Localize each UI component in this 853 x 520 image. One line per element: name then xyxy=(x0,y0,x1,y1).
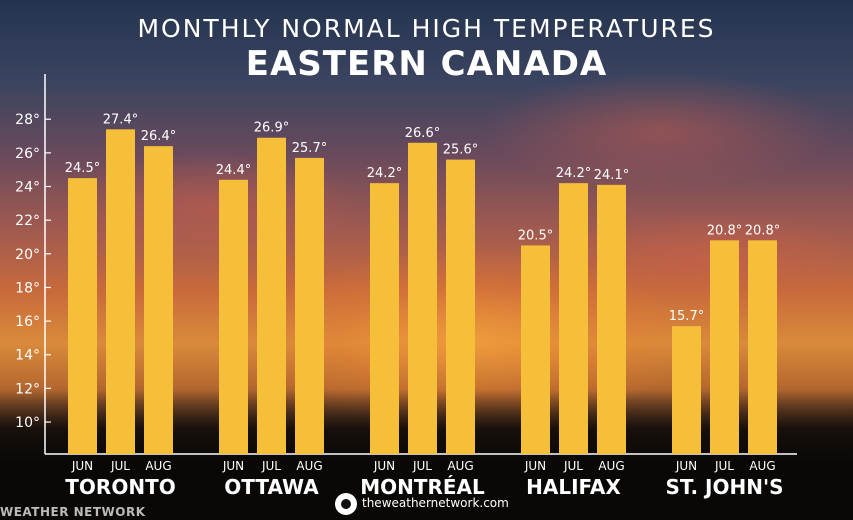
bar-value-label: 20.8° xyxy=(707,223,742,238)
footer-brand: WEATHER NETWORK xyxy=(0,505,146,519)
month-tick-label: AUG xyxy=(447,459,473,473)
y-tick-label: 20° xyxy=(15,247,40,263)
month-tick-label: JUL xyxy=(563,459,583,473)
bar xyxy=(370,183,399,454)
cloud-decoration xyxy=(480,70,840,190)
bar-value-label: 15.7° xyxy=(669,309,704,324)
bar xyxy=(597,184,626,454)
city-label: OTTAWA xyxy=(224,475,319,499)
bar xyxy=(68,178,97,454)
bar xyxy=(219,179,248,455)
bar-value-label: 20.5° xyxy=(518,228,553,243)
month-tick-label: AUG xyxy=(749,459,775,473)
chart-subtitle: EASTERN CANADA xyxy=(245,44,608,84)
bar-value-label: 24.2° xyxy=(367,166,402,181)
month-tick-label: JUL xyxy=(412,459,432,473)
bar-value-label: 20.8° xyxy=(745,223,780,238)
y-tick-label: 24° xyxy=(15,180,40,196)
y-tick-label: 28° xyxy=(15,112,40,128)
month-tick-label: JUL xyxy=(714,459,734,473)
bar-value-label: 24.5° xyxy=(65,161,100,176)
bar xyxy=(672,326,701,454)
city-label: MONTRÉAL xyxy=(360,475,485,499)
y-tick-label: 16° xyxy=(15,314,40,330)
month-tick-label: JUN xyxy=(222,459,244,473)
bar-value-label: 27.4° xyxy=(103,112,138,127)
y-tick-label: 14° xyxy=(15,348,40,364)
bar-value-label: 24.1° xyxy=(594,168,629,183)
y-tick-label: 18° xyxy=(15,280,40,296)
month-tick-label: JUN xyxy=(524,459,546,473)
bar xyxy=(257,137,286,454)
bar-value-label: 26.6° xyxy=(405,126,440,141)
y-tick-label: 12° xyxy=(15,381,40,397)
month-tick-label: JUL xyxy=(261,459,281,473)
bar xyxy=(521,245,550,454)
bar xyxy=(144,146,173,454)
bar xyxy=(446,159,475,454)
bar xyxy=(748,240,777,454)
bar-value-label: 26.4° xyxy=(141,129,176,144)
month-tick-label: JUN xyxy=(71,459,93,473)
city-label: HALIFAX xyxy=(526,475,621,499)
month-tick-label: JUL xyxy=(110,459,130,473)
y-tick-label: 22° xyxy=(15,213,40,229)
city-label: TORONTO xyxy=(65,475,175,499)
month-tick-label: AUG xyxy=(598,459,624,473)
bar-value-label: 24.4° xyxy=(216,163,251,178)
y-tick-label: 26° xyxy=(15,146,40,162)
y-tick-label: 10° xyxy=(15,415,40,431)
bar-value-label: 25.7° xyxy=(292,141,327,156)
bar xyxy=(710,240,739,454)
weather-network-logo-icon xyxy=(335,493,357,515)
city-label: ST. JOHN'S xyxy=(665,475,783,499)
chart-title: MONTHLY NORMAL HIGH TEMPERATURES xyxy=(137,14,716,43)
bar xyxy=(106,129,135,455)
month-tick-label: JUN xyxy=(675,459,697,473)
bar-value-label: 26.9° xyxy=(254,121,289,136)
footer-url: theweathernetwork.com xyxy=(362,496,509,510)
bar-value-label: 24.2° xyxy=(556,166,591,181)
bar-value-label: 25.6° xyxy=(443,143,478,158)
month-tick-label: JUN xyxy=(373,459,395,473)
month-tick-label: AUG xyxy=(296,459,322,473)
bar xyxy=(559,183,588,454)
bar xyxy=(408,142,437,455)
bar xyxy=(295,157,324,454)
month-tick-label: AUG xyxy=(145,459,171,473)
